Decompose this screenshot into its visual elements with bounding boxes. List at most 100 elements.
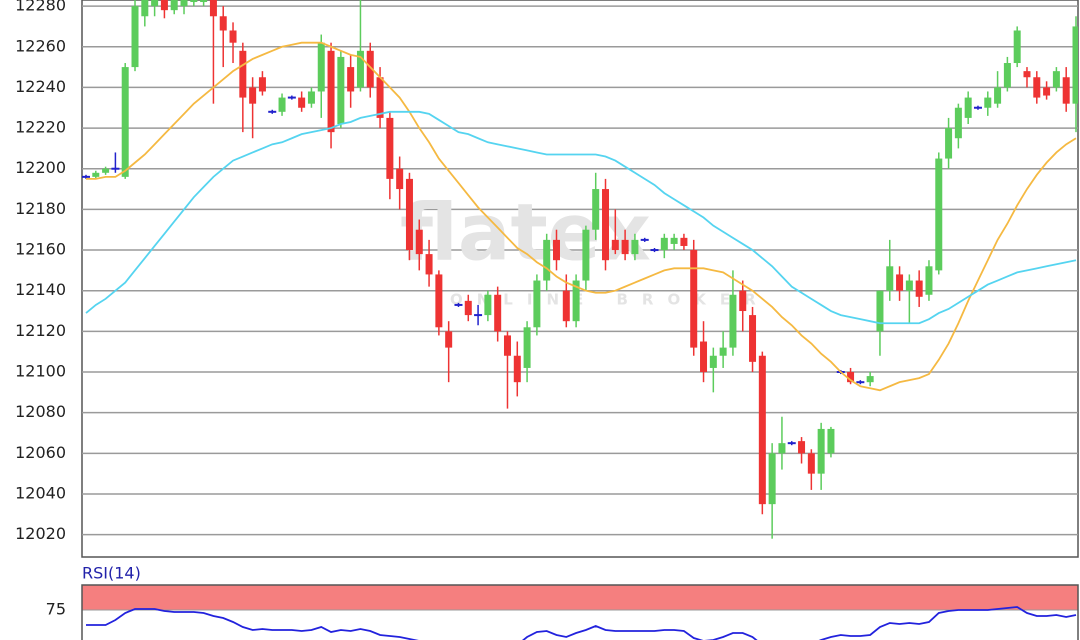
candle-body <box>229 30 237 43</box>
candle-body <box>945 128 953 159</box>
candle-body <box>513 355 521 383</box>
moving-average <box>86 41 1077 392</box>
candle-body <box>151 0 159 7</box>
candle-body <box>307 91 315 104</box>
moving-average <box>85 110 1077 325</box>
candle-body <box>562 290 570 322</box>
candle-body <box>994 87 1002 104</box>
rsi-frame <box>81 584 1079 640</box>
candle-body <box>396 168 404 190</box>
candle-body <box>121 67 129 177</box>
watermark-sub: ONLINE BROKER <box>450 291 770 309</box>
candle-body <box>445 331 453 348</box>
candle-body <box>739 290 747 312</box>
candle-body <box>807 453 815 474</box>
candle-body <box>298 97 306 108</box>
candle-body <box>258 77 266 92</box>
candle-body <box>749 315 757 362</box>
candle-body <box>533 280 541 328</box>
candle-body <box>327 50 335 133</box>
candle-body <box>552 239 560 261</box>
candle-body <box>915 280 923 297</box>
y-tick-label: 12140 <box>15 280 66 299</box>
candle-body <box>464 300 472 316</box>
candle-body <box>719 347 727 356</box>
y-tick-label: 12260 <box>15 36 66 55</box>
plot-area <box>81 0 1079 558</box>
y-tick-label: 12040 <box>15 483 66 502</box>
y-tick-label: 12160 <box>15 240 66 259</box>
y-tick-label: 12100 <box>15 362 66 381</box>
candle-body <box>209 0 217 17</box>
candle-body <box>1013 30 1021 64</box>
candle-body <box>415 229 423 255</box>
candle-body <box>1003 63 1011 88</box>
y-tick-label: 12220 <box>15 118 66 137</box>
y-tick-label: 12080 <box>15 402 66 421</box>
candle-body <box>592 189 600 230</box>
watermark: flatex <box>400 188 651 278</box>
candle-body <box>386 117 394 179</box>
y-tick-label: 12020 <box>15 524 66 543</box>
candle-body <box>582 229 590 281</box>
y-tick-label: 12200 <box>15 158 66 177</box>
candle-body <box>631 239 639 255</box>
candle-body <box>278 97 286 112</box>
candle-body <box>494 294 502 332</box>
candle-body <box>817 428 825 474</box>
candle-body <box>92 172 100 177</box>
axis: 12020 12040 12060 12080 12100 12120 12140 12160… <box>15 0 66 619</box>
candle-body <box>503 335 511 356</box>
y-tick-label: 12060 <box>15 443 66 462</box>
candle-body <box>239 50 247 98</box>
candle-body <box>798 441 806 454</box>
candle-body <box>680 237 688 246</box>
candle-body <box>700 341 708 373</box>
rsi-line <box>86 606 1077 640</box>
candle-body <box>317 42 325 92</box>
candle-body <box>670 237 678 244</box>
candle-body <box>141 0 149 17</box>
candle-body <box>170 0 178 11</box>
candle-body <box>337 56 345 125</box>
candle-body <box>356 50 364 88</box>
candle-body <box>1043 87 1051 96</box>
candle-body <box>984 97 992 108</box>
candle-body <box>886 266 894 291</box>
candle-body <box>925 266 933 295</box>
candle-body <box>523 327 531 368</box>
candle-body <box>1033 77 1041 98</box>
candle-body <box>896 274 904 291</box>
candle-body <box>102 168 110 173</box>
candle-body <box>1072 26 1078 104</box>
y-tick-label: 12180 <box>15 199 66 218</box>
candle-body <box>249 87 257 104</box>
candle-body <box>425 254 433 275</box>
candle-body <box>827 428 835 454</box>
candle-body <box>160 0 168 11</box>
candle-body <box>131 6 139 68</box>
candle-body <box>954 107 962 139</box>
candle-body <box>405 178 413 251</box>
candle-body <box>935 158 943 271</box>
candle-body <box>1052 71 1060 88</box>
candle-body <box>866 376 874 383</box>
candle-body <box>602 189 610 261</box>
candle-body <box>180 0 188 7</box>
candle-body <box>435 274 443 328</box>
candle-body <box>905 280 913 291</box>
price-panel <box>82 0 1078 539</box>
candle-body <box>347 67 355 92</box>
candle-body <box>758 355 766 505</box>
candle-body <box>709 355 717 368</box>
candle-body <box>660 237 668 251</box>
rsi-band <box>82 585 1078 611</box>
candle-body <box>1062 77 1070 104</box>
candle-body <box>611 239 619 251</box>
rsi-tick-label: 75 <box>46 600 66 619</box>
candle-body <box>876 290 884 332</box>
candle-body <box>768 453 776 505</box>
rsi-panel <box>82 585 1078 640</box>
candle-body <box>847 372 855 383</box>
